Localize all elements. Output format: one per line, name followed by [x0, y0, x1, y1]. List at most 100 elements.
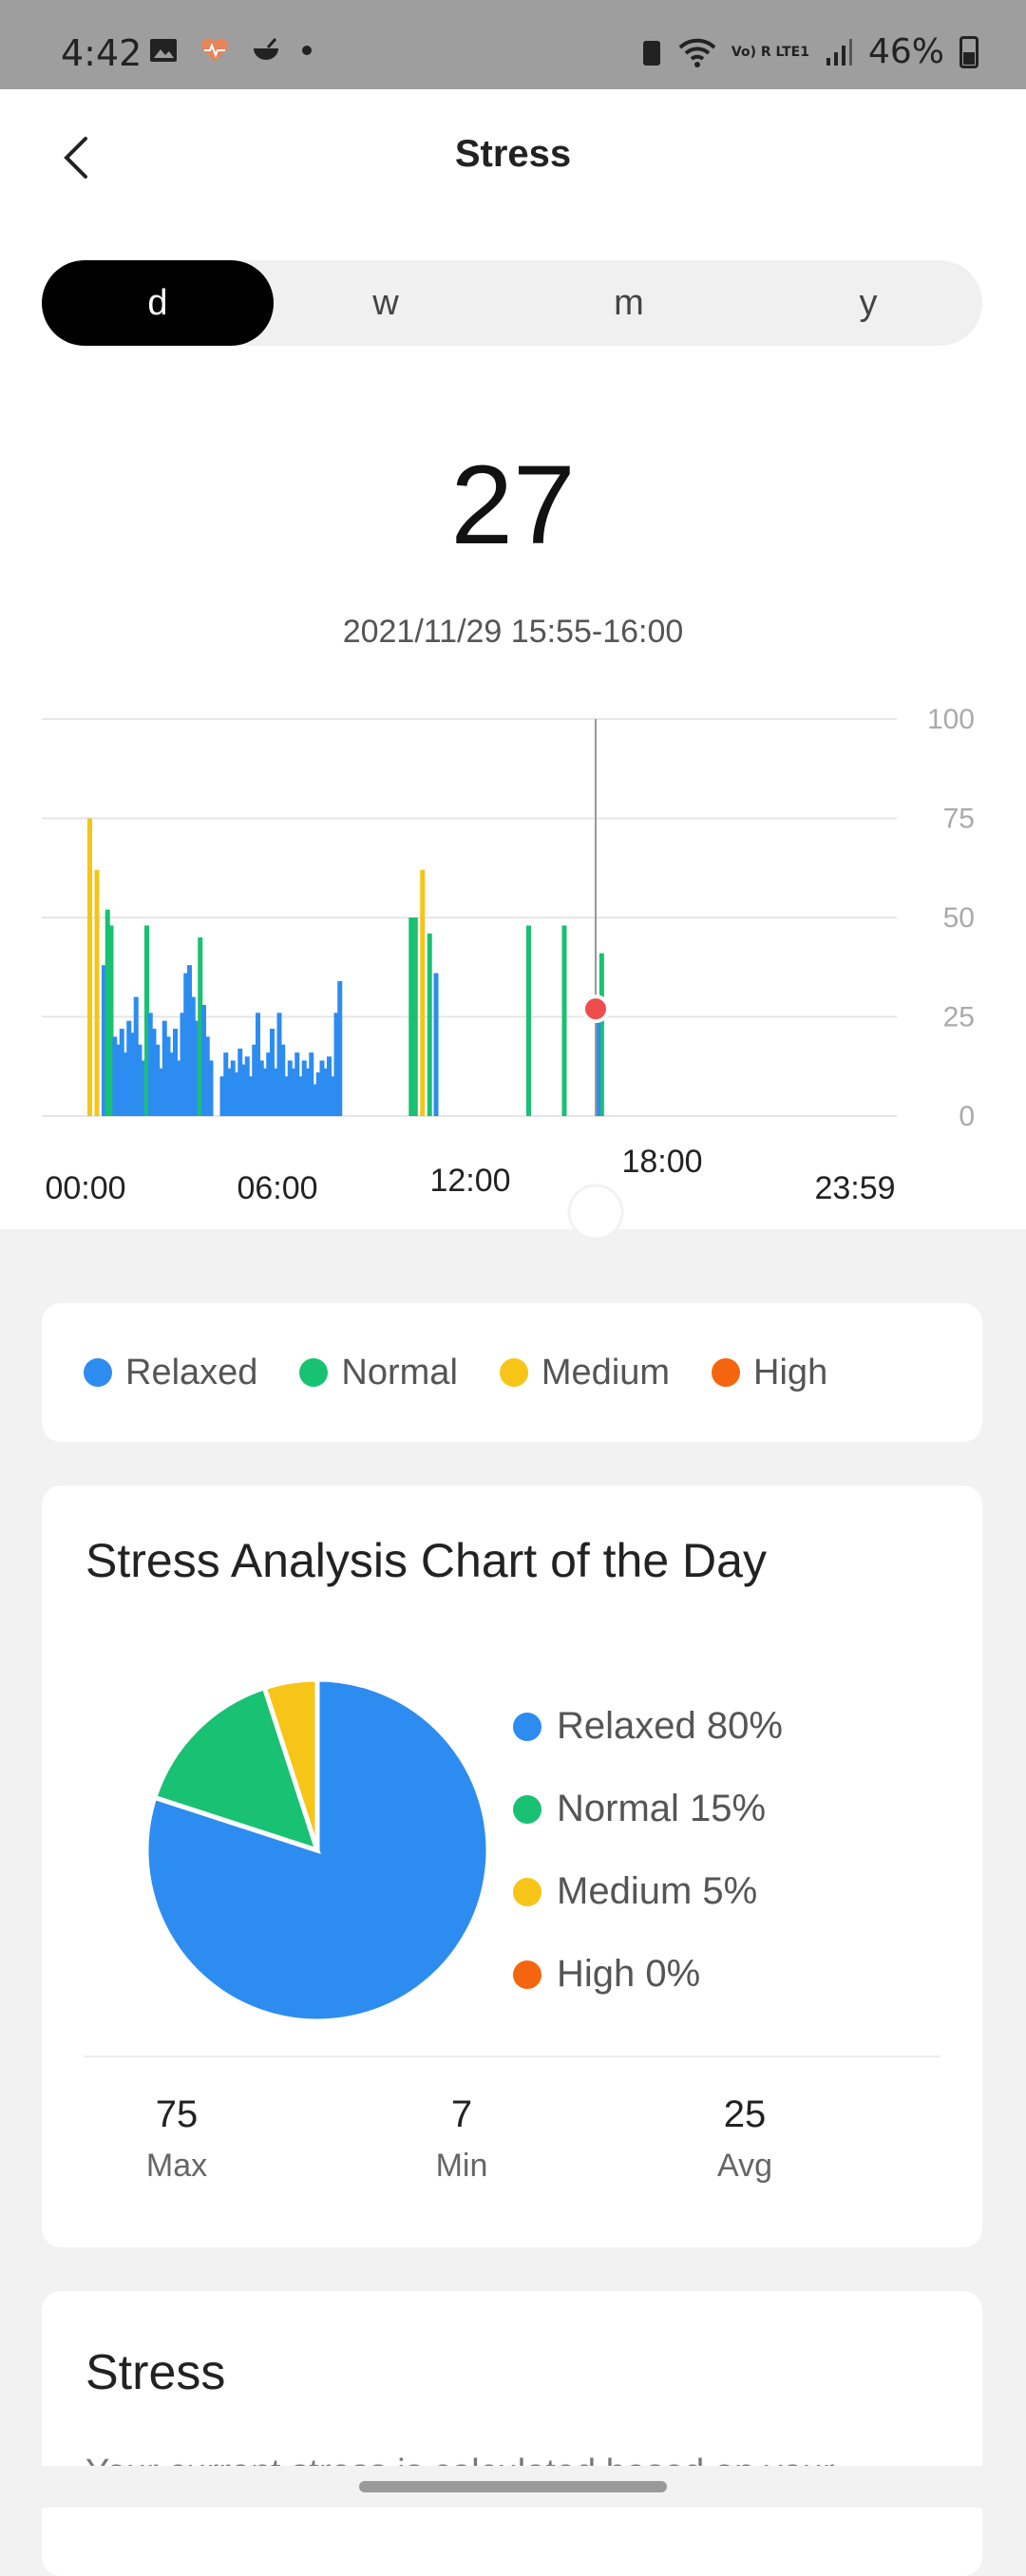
divider [84, 2055, 940, 2057]
pie-legend: Relaxed 80% Normal 15% Medium 5% High 0% [513, 1685, 783, 2016]
stress-bar [194, 1020, 200, 1116]
stress-level-legend: Relaxed Normal Medium High [42, 1303, 982, 1442]
medium-dot-icon [513, 1877, 542, 1906]
pie-legend-high: High 0% [513, 1933, 783, 2016]
battery-percent: 46% [867, 32, 944, 71]
pie-legend-label: Normal 15% [557, 1788, 767, 1829]
stat-max-label: Max [145, 2148, 208, 2184]
status-bar: 4:42 Vo) R LTE1 46% [0, 0, 1026, 89]
bowl-icon [254, 38, 278, 60]
stress-bar [137, 1044, 142, 1116]
system-icons: Vo) R LTE1 46% [640, 32, 978, 71]
stress-bar [155, 1044, 161, 1116]
stress-bar [433, 973, 439, 1116]
pie-legend-normal: Normal 15% [513, 1768, 783, 1850]
normal-dot-icon [513, 1794, 542, 1824]
stress-bar [169, 1052, 175, 1116]
stress-bar [408, 918, 414, 1116]
stress-bar [256, 1013, 260, 1116]
pie-legend-label: Medium 5% [557, 1870, 758, 1912]
stress-bar [159, 1068, 163, 1116]
stress-bar [276, 1013, 282, 1116]
selected-point-marker [581, 994, 610, 1024]
tab-year[interactable]: y [859, 283, 878, 323]
x-tick-label: 00:00 [45, 1170, 125, 1206]
stress-bar [561, 925, 567, 1116]
stress-bar [104, 909, 110, 1116]
stress-bar [330, 1076, 335, 1116]
tab-day[interactable]: d [42, 260, 274, 346]
heart-rate-icon [200, 38, 229, 62]
stress-bar [141, 1060, 146, 1116]
pie-legend-label: High 0% [557, 1953, 701, 1995]
period-tabs: d w m y [42, 260, 982, 346]
stress-bar [94, 869, 100, 1116]
recycle-icon [642, 40, 660, 66]
time-slider-handle[interactable] [567, 1184, 624, 1241]
relaxed-dot-icon [513, 1712, 542, 1741]
x-tick-label: 12:00 [429, 1163, 510, 1199]
stress-bar [151, 1029, 157, 1116]
legend-label: Relaxed [125, 1352, 258, 1392]
status-time: 4:42 [61, 32, 142, 74]
relaxed-dot-icon [84, 1358, 112, 1387]
legend-label: Medium [541, 1352, 671, 1392]
current-stress-value: 27 [450, 443, 576, 568]
pie-legend-medium: Medium 5% [513, 1850, 783, 1933]
stress-bar [327, 1056, 332, 1116]
stress-bar [183, 973, 189, 1116]
stress-bar [291, 1068, 296, 1116]
battery-icon [960, 35, 978, 68]
stress-bar [280, 1044, 286, 1116]
analysis-title: Stress Analysis Chart of the Day [86, 1534, 767, 1587]
stat-min: 7 Min [367, 2093, 557, 2185]
tab-week[interactable]: w [372, 283, 399, 323]
tab-month[interactable]: m [614, 283, 644, 323]
more-notifications-dot [302, 46, 312, 55]
normal-dot-icon [299, 1358, 329, 1387]
stress-bar [227, 1068, 232, 1116]
stress-bar [173, 1029, 178, 1116]
stress-bar [230, 1060, 236, 1116]
stress-bar [176, 1060, 181, 1116]
back-arrow-icon[interactable] [53, 129, 101, 186]
stress-bar [126, 1020, 132, 1116]
pie-legend-relaxed: Relaxed 80% [513, 1685, 783, 1768]
pie-legend-label: Relaxed 80% [557, 1705, 783, 1747]
stress-bar [284, 1076, 289, 1116]
stress-bar [187, 965, 192, 1116]
stress-bar [412, 918, 418, 1116]
wifi-icon [678, 38, 716, 67]
legend-high: High [712, 1353, 827, 1393]
stress-bar [190, 996, 196, 1116]
high-dot-icon [513, 1960, 542, 1989]
stress-bar [144, 925, 149, 1116]
stress-bar [238, 1048, 243, 1116]
stress-bar [130, 1032, 135, 1116]
stress-bar [123, 1052, 128, 1116]
stress-bar [301, 1060, 307, 1116]
home-indicator[interactable] [359, 2481, 667, 2492]
stress-bar [147, 1013, 153, 1116]
stress-bar [294, 1052, 300, 1116]
stress-bar [102, 965, 106, 1116]
stress-bar [244, 1056, 250, 1116]
stress-bar [333, 1013, 339, 1116]
notification-icons [148, 36, 312, 65]
stat-min-label: Min [435, 2148, 488, 2184]
stat-avg-label: Avg [717, 2148, 772, 2184]
y-tick-label: 0 [959, 1101, 975, 1132]
selected-time-range: 2021/11/29 15:55-16:00 [342, 614, 684, 650]
stress-bar [427, 933, 432, 1116]
stress-section-title: Stress [86, 2345, 226, 2400]
stress-bar [116, 1044, 121, 1116]
stress-bar [298, 1076, 303, 1116]
stress-bar [319, 1060, 325, 1116]
stress-bar [526, 925, 531, 1116]
stress-bar [313, 1084, 317, 1116]
stress-bar [315, 1072, 321, 1116]
pie-slice [261, 1676, 320, 1851]
stress-bar [598, 953, 604, 1116]
stress-bar-chart[interactable]: 100 75 50 25 0 00:00 06:00 12:00 18:00 23:59 [0, 0, 1026, 1254]
y-tick-label: 100 [927, 704, 975, 735]
